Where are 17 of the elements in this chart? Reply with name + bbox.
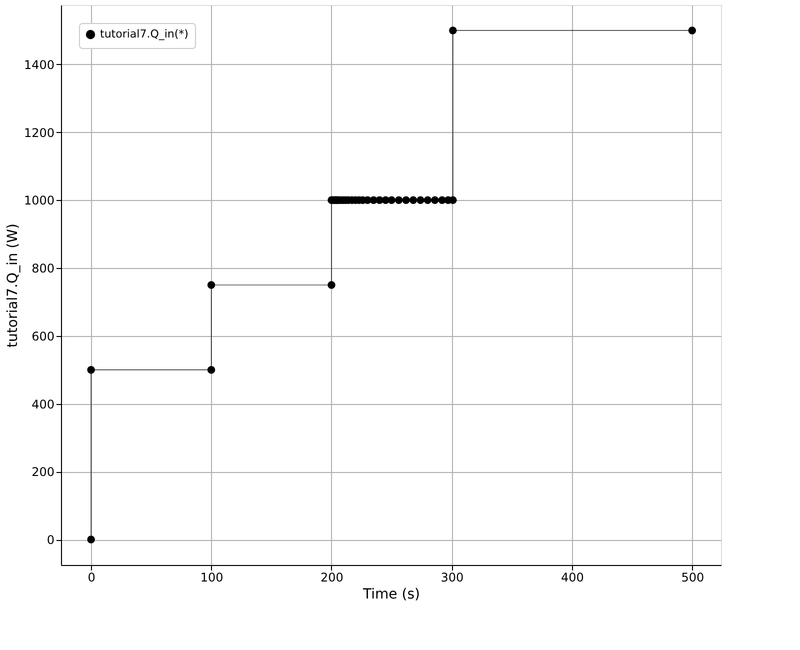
y-tick-label: 0 [46,533,54,548]
legend-label: tutorial7.Q_in(*) [100,28,188,40]
x-axis-title: Time (s) [362,586,420,602]
x-tick-label: 400 [560,570,584,584]
y-tick-label: 600 [32,329,54,344]
y-tick-label: 400 [32,397,54,412]
x-tick-label: 100 [200,570,224,584]
y-tick-label: 1200 [24,126,54,140]
y-tick-label: 1400 [24,58,54,72]
x-tick-label: 500 [681,570,704,584]
y-tick-label: 800 [32,262,54,276]
y-tick-label: 200 [32,465,54,480]
x-tick-label: 300 [440,570,464,584]
x-tick-label: 200 [320,570,344,584]
y-tick-label: 1000 [24,194,54,208]
y-axis-title: tutorial7.Q_in (W) [4,224,21,348]
x-tick-label: 0 [88,570,96,584]
